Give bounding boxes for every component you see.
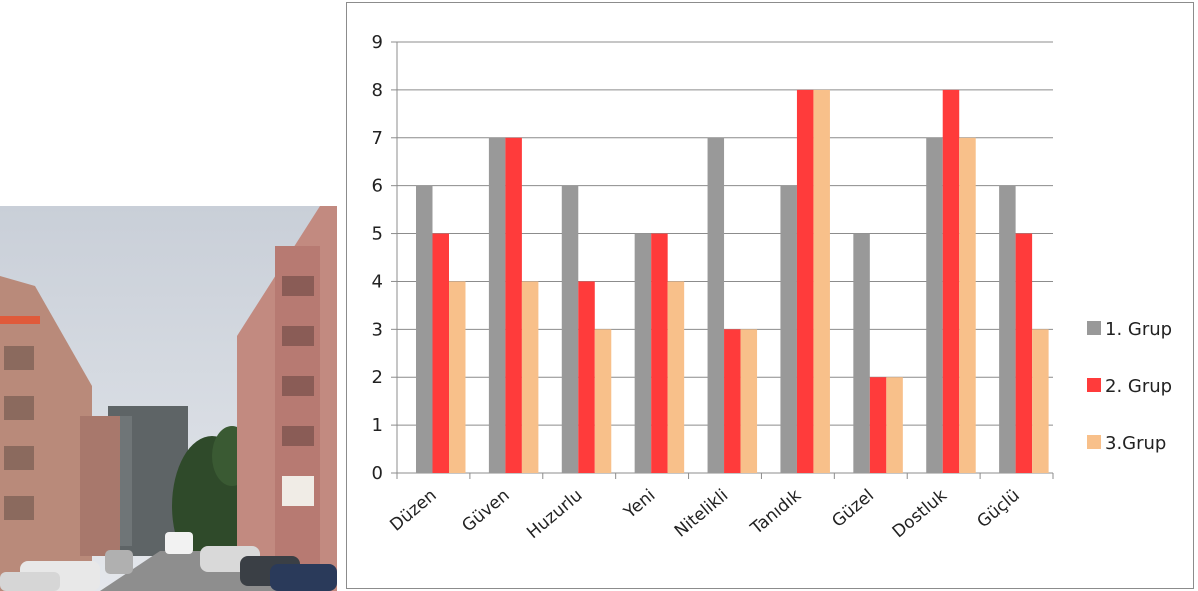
x-category-label: Huzurlu (523, 486, 586, 544)
y-tick-label: 5 (372, 224, 383, 245)
bar-3-6 (813, 89, 830, 473)
bar-3-5 (740, 329, 758, 473)
bar-1-5 (707, 137, 725, 473)
bar-2-7 (869, 377, 887, 473)
street-photo (0, 206, 337, 591)
bar-1-9 (999, 185, 1016, 473)
bar-2-4 (651, 233, 668, 473)
bar-2-5 (724, 329, 741, 473)
bar-3-9 (1032, 329, 1049, 473)
legend: 1. Grup 2. Grup 3.Grup (1087, 319, 1172, 454)
y-tick-label: 4 (372, 271, 383, 292)
x-category-label: Nitelikli (671, 486, 732, 542)
bar-3-7 (886, 377, 903, 473)
bar-1-3 (561, 185, 579, 473)
bar-1-7 (853, 233, 870, 473)
legend-label-2: 2. Grup (1105, 376, 1172, 397)
bar-3-8 (959, 137, 976, 473)
x-category-label: Güzel (828, 486, 878, 532)
bar-3-3 (594, 329, 612, 473)
y-tick-label: 9 (372, 32, 383, 53)
bar-chart: 0 1 2 3 4 5 6 7 8 9 Düzen Güven Huzurlu Yeni Nitelikl… (372, 32, 1173, 543)
x-category-label: Düzen (386, 486, 440, 536)
bar-1-1 (416, 185, 433, 473)
x-category-label: Dostluk (889, 485, 951, 542)
y-axis-tick-labels: 0 1 2 3 4 5 6 7 8 9 (372, 32, 383, 484)
bar-3-2 (521, 281, 539, 473)
bar-3-1 (449, 281, 466, 473)
legend-label-1: 1. Grup (1105, 319, 1172, 340)
bar-3-4 (667, 281, 685, 473)
bar-2-3 (578, 281, 595, 473)
x-category-label: Tanıdık (746, 485, 805, 539)
legend-swatch-1 (1087, 321, 1101, 335)
chart-frame: 0 1 2 3 4 5 6 7 8 9 Düzen Güven Huzurlu Yeni Nitelikl… (346, 2, 1194, 589)
y-tick-label: 0 (372, 463, 383, 484)
x-category-label: Yeni (620, 486, 660, 524)
street-photo-image (0, 206, 337, 591)
bar-2-6 (796, 89, 814, 473)
x-category-label: Güven (458, 486, 513, 537)
bar-1-4 (634, 233, 652, 473)
legend-swatch-2 (1087, 378, 1101, 392)
bar-1-6 (780, 185, 797, 473)
legend-swatch-3 (1087, 435, 1101, 449)
y-tick-label: 1 (372, 415, 383, 436)
y-tick-label: 8 (372, 80, 383, 101)
bar-2-1 (432, 233, 449, 473)
x-axis-category-labels: Düzen Güven Huzurlu Yeni Nitelikli Tanıdık Güz… (386, 485, 1023, 543)
bar-2-8 (942, 89, 960, 473)
y-tick-label: 2 (372, 367, 383, 388)
y-tick-label: 7 (372, 128, 383, 149)
y-tick-label: 3 (372, 319, 383, 340)
bar-2-2 (505, 137, 522, 473)
bar-1-2 (488, 137, 506, 473)
bar-2-9 (1015, 233, 1033, 473)
bar-1-8 (926, 137, 943, 473)
x-category-label: Güçlü (974, 486, 1024, 533)
bars (416, 89, 1049, 473)
legend-label-3: 3.Grup (1105, 433, 1166, 454)
y-tick-label: 6 (372, 176, 383, 197)
